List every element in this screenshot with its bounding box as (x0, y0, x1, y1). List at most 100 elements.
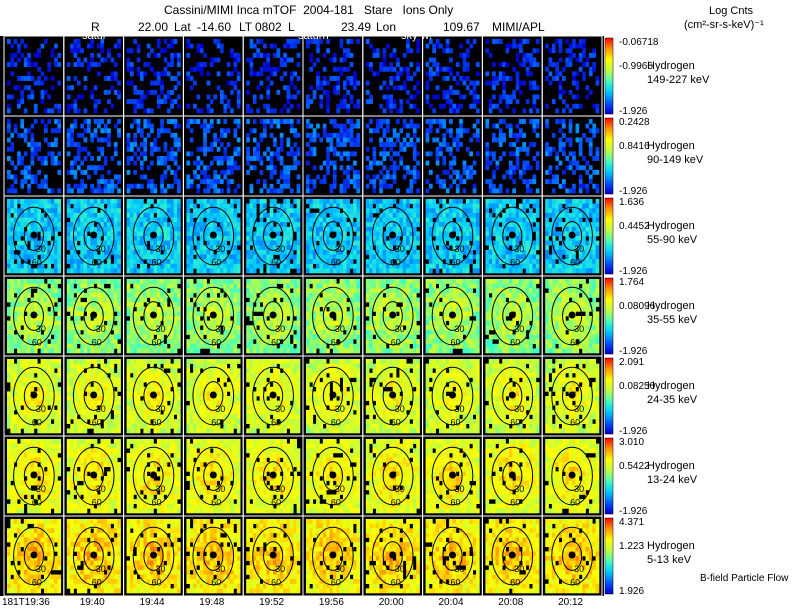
image-pixel (146, 208, 151, 214)
image-pixel (535, 240, 540, 246)
image-pixel (555, 222, 559, 227)
image-pixel (578, 203, 583, 209)
image-pixel (173, 222, 178, 227)
image-pixel (306, 231, 310, 237)
image-pixel (312, 203, 317, 209)
image-pixel (445, 268, 450, 274)
image-pixel (246, 263, 250, 269)
image-pixel (588, 199, 593, 204)
image-pixel (326, 236, 330, 241)
image-pixel (582, 52, 586, 58)
image-pixel (465, 245, 470, 251)
image-pixel (170, 259, 174, 264)
image-pixel (10, 203, 15, 209)
image-pixel (73, 263, 78, 269)
image-pixel (97, 279, 101, 284)
image-pixel (286, 43, 291, 49)
image-pixel (209, 108, 214, 114)
image-pixel (230, 71, 234, 77)
image-pixel (107, 231, 111, 237)
image-pixel (535, 132, 540, 138)
image-pixel (10, 132, 15, 138)
image-cell (425, 39, 480, 114)
image-pixel (445, 76, 450, 81)
image-pixel (177, 103, 181, 109)
image-pixel (329, 259, 334, 264)
image-pixel (588, 208, 593, 214)
image-pixel (452, 263, 457, 269)
image-pixel (585, 203, 590, 209)
image-pixel (578, 236, 583, 241)
image-pixel (572, 160, 576, 166)
image-pixel (166, 62, 171, 67)
image-pixel (203, 212, 207, 218)
image-pixel (117, 288, 121, 294)
image-pixel (206, 108, 211, 114)
image-pixel (365, 263, 370, 269)
image-pixel (83, 259, 88, 264)
image-pixel (143, 71, 148, 77)
image-pixel (472, 94, 477, 100)
image-pixel (209, 212, 214, 218)
image-pixel (90, 236, 94, 241)
image-pixel (44, 306, 48, 312)
image-pixel (117, 231, 121, 237)
image-pixel (27, 52, 31, 58)
image-pixel (555, 71, 559, 77)
image-pixel (343, 245, 347, 251)
image-pixel (389, 249, 393, 255)
image-pixel (472, 212, 477, 218)
image-pixel (306, 236, 310, 241)
image-pixel (353, 71, 357, 77)
image-pixel (117, 254, 121, 260)
image-pixel (163, 249, 168, 255)
image-pixel (445, 263, 450, 269)
image-pixel (439, 226, 443, 232)
image-pixel (572, 222, 576, 227)
image-pixel (97, 320, 101, 326)
image-pixel (150, 128, 154, 134)
image-pixel (136, 245, 141, 251)
image-pixel (502, 62, 506, 67)
image-pixel (339, 128, 344, 134)
image-pixel (476, 119, 480, 124)
image-pixel (93, 249, 98, 255)
image-pixel (462, 188, 467, 194)
image-pixel (160, 188, 164, 194)
image-pixel (47, 288, 51, 294)
image-pixel (263, 103, 267, 109)
image-pixel (465, 165, 470, 171)
image-pixel (146, 183, 151, 189)
image-pixel (203, 128, 207, 134)
image-pixel (189, 137, 194, 143)
image-pixel (339, 203, 344, 209)
image-pixel (33, 334, 38, 340)
image-pixel (44, 297, 48, 303)
image-pixel (582, 183, 586, 189)
image-pixel (316, 259, 320, 264)
image-pixel (57, 268, 62, 274)
image-pixel (409, 119, 414, 124)
image-pixel (449, 89, 453, 95)
image-pixel (512, 212, 516, 218)
image-pixel (73, 119, 78, 124)
image-pixel (117, 89, 121, 95)
image-pixel (249, 236, 254, 241)
image-pixel (465, 48, 470, 54)
image-pixel (442, 119, 447, 124)
image-pixel (389, 240, 393, 246)
image-pixel (110, 283, 115, 289)
image-pixel (13, 39, 18, 44)
image-pixel (488, 254, 493, 260)
image-pixel (110, 208, 115, 214)
image-pixel (252, 259, 257, 264)
image-pixel (562, 142, 566, 147)
image-pixel (545, 208, 549, 214)
plot-title: Cassini/MIMI Inca mTOF 2004-181 Stare Io… (164, 3, 454, 17)
image-pixel (435, 231, 440, 237)
image-pixel (512, 236, 516, 241)
image-pixel (156, 160, 161, 166)
image-pixel (97, 212, 101, 218)
image-pixel (226, 99, 231, 104)
